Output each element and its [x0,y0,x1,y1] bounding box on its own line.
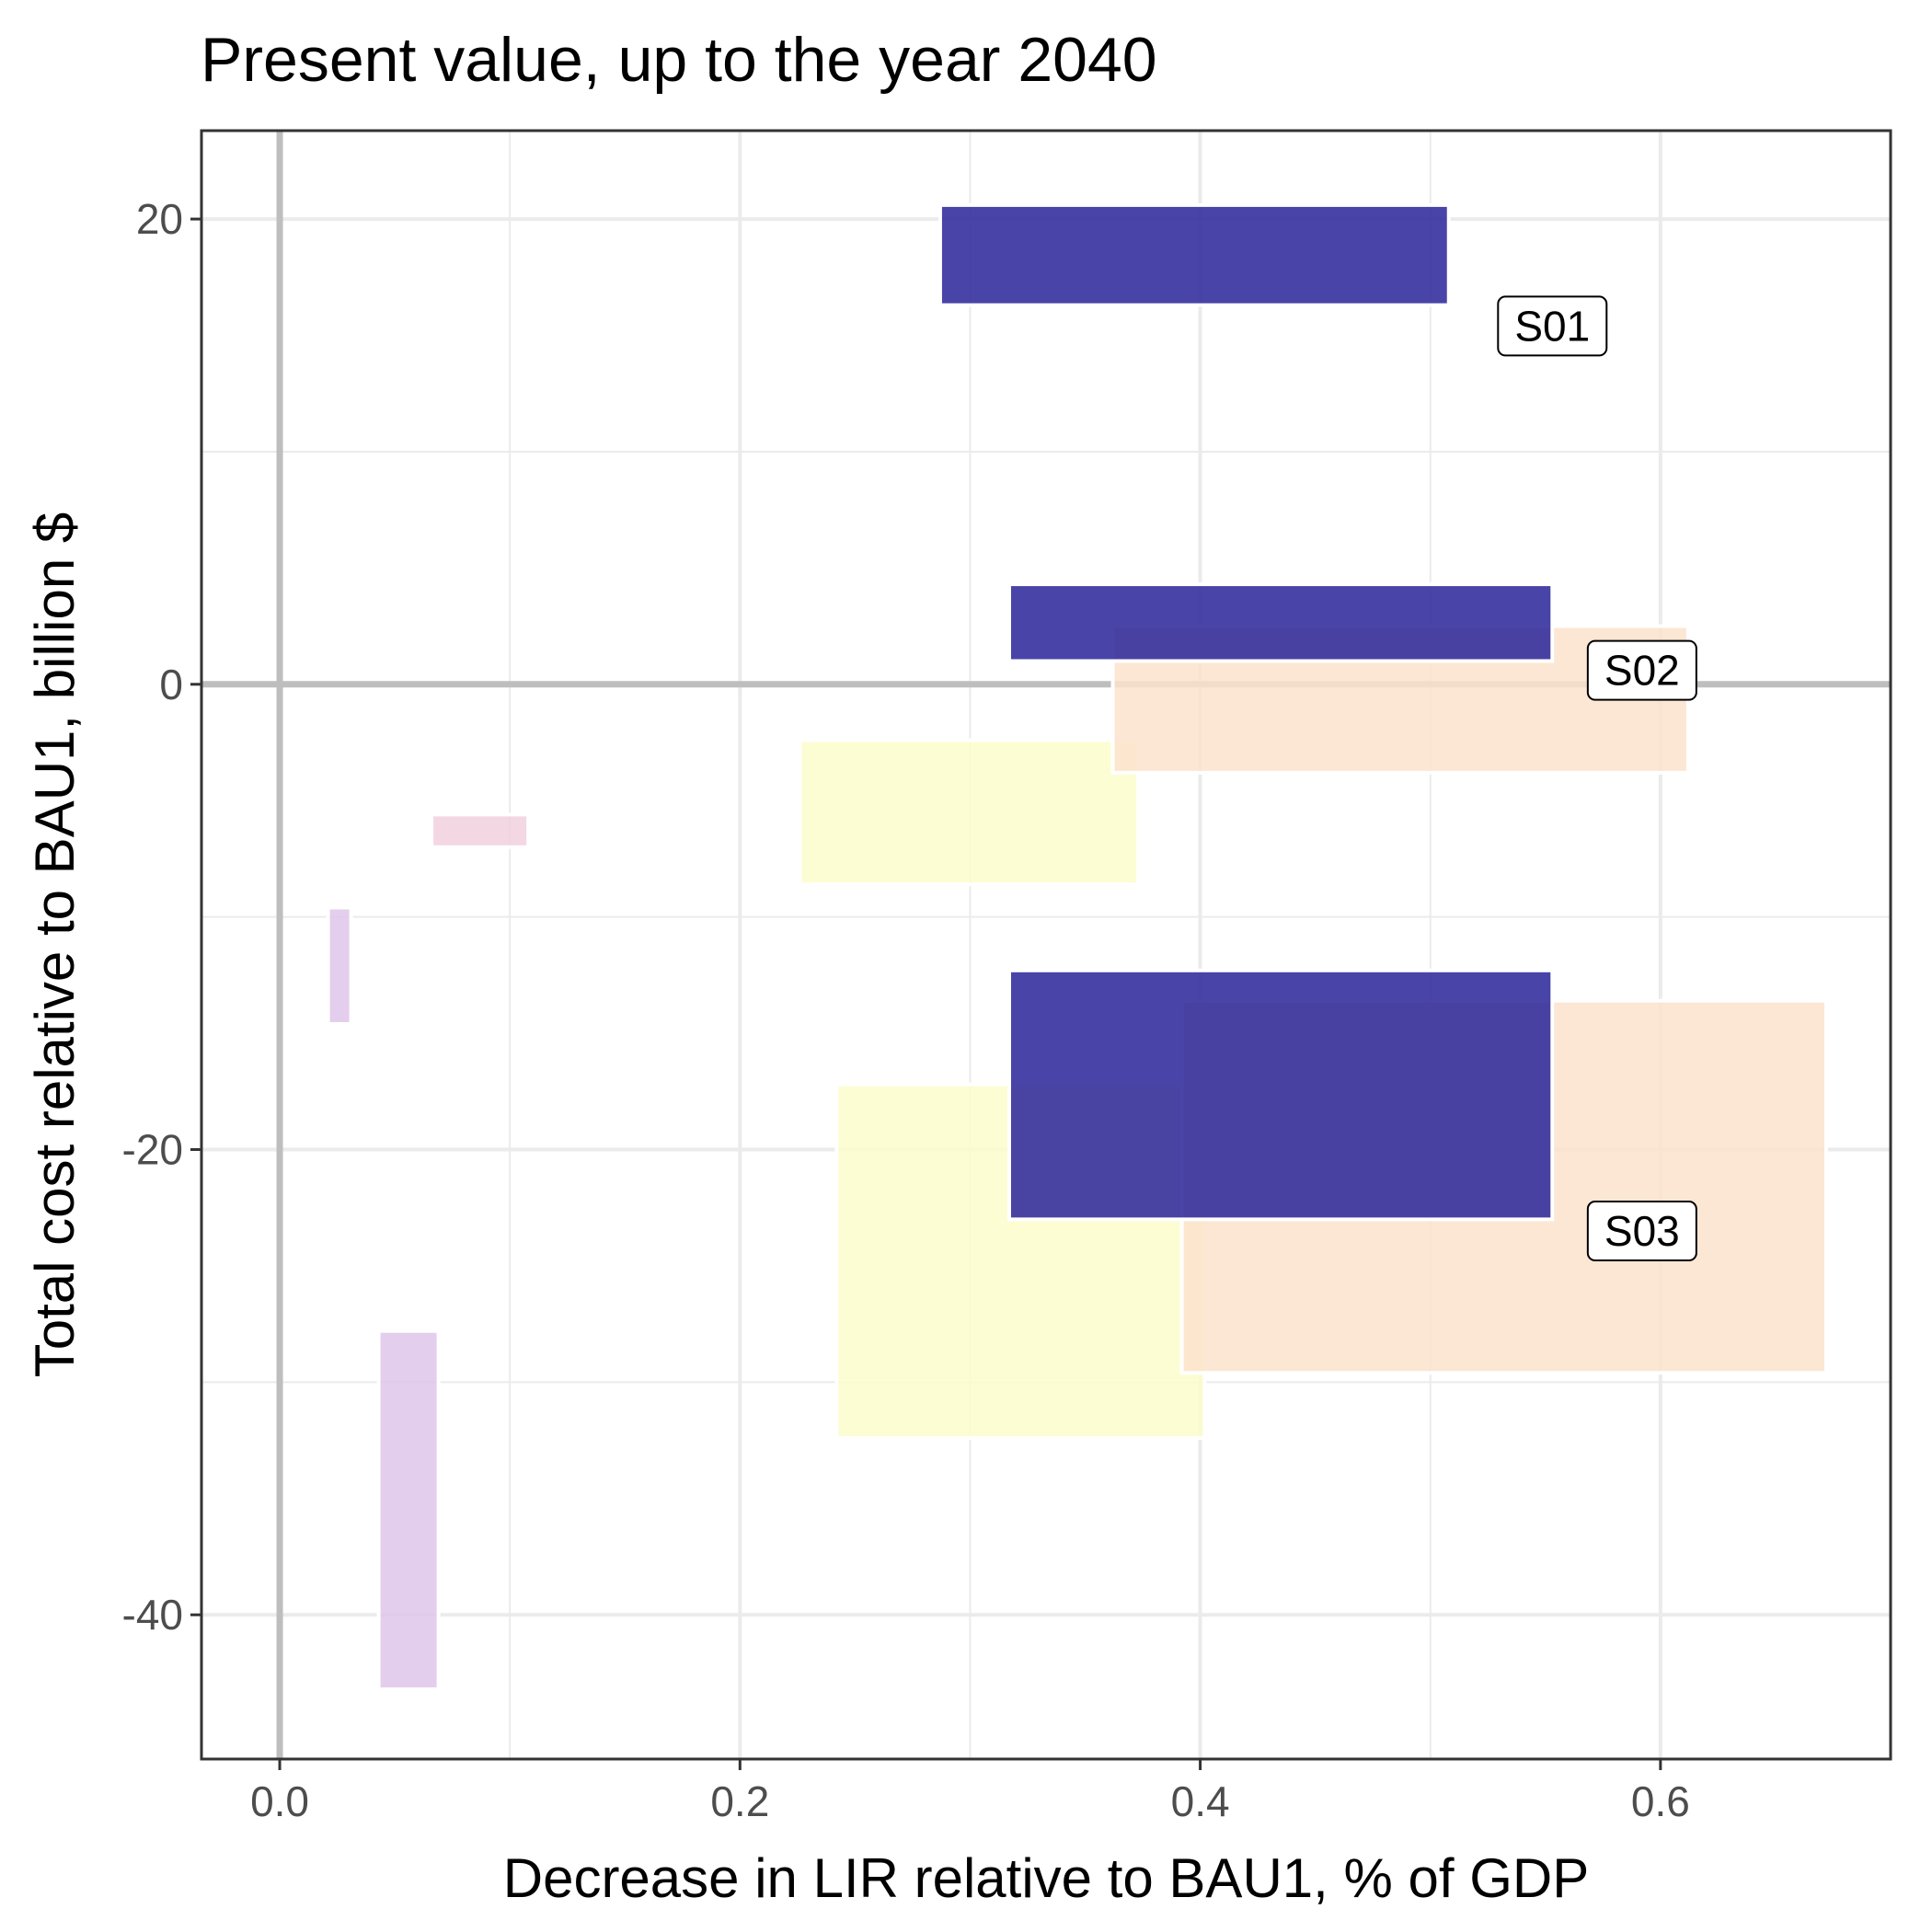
label-text-s02: S02 [1604,647,1680,695]
label-text-s03: S03 [1604,1207,1680,1255]
y-tick-label: 20 [136,195,183,243]
bar-layer [328,205,1826,1689]
y-tick-label: -20 [122,1126,183,1174]
range-box-lightyellow [799,740,1138,884]
y-tick-label: -40 [122,1591,183,1639]
x-axis-title: Decrease in LIR relative to BAU1, % of G… [503,1847,1590,1909]
label-text-s01: S01 [1514,302,1590,350]
range-box-lavender [328,908,351,1024]
chart-title: Present value, up to the year 2040 [201,25,1157,95]
panel-border [201,131,1891,1759]
x-tick-label: 0.2 [710,1777,769,1825]
x-tick-label: 0.6 [1631,1777,1690,1825]
range-box-navy-s03 [1009,971,1552,1220]
x-tick-label: 0.0 [250,1777,309,1825]
range-box-navy-s01 [940,205,1449,305]
grid-layer [201,131,1891,1759]
range-box-navy-s02 [1009,584,1552,661]
range-box-pink [431,814,528,846]
x-tick-label: 0.4 [1171,1777,1230,1825]
y-axis-title: Total cost relative to BAU1, billion $ [24,512,86,1377]
y-tick-label: 0 [159,661,183,708]
range-box-lavender [379,1331,439,1689]
